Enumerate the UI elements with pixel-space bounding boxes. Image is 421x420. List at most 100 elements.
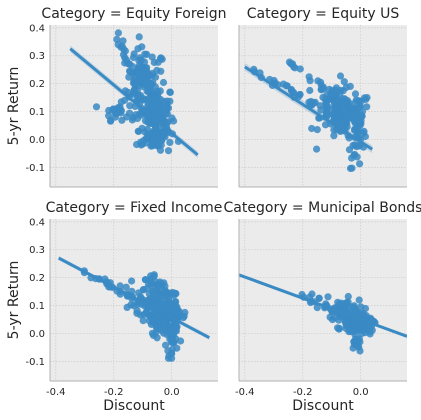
plot-area	[239, 219, 407, 381]
scatter-point	[168, 114, 176, 122]
y-tick-label: 0.4	[29, 217, 45, 228]
scatter-point	[356, 120, 364, 128]
scatter-point	[148, 129, 157, 137]
scatter-point	[133, 140, 141, 149]
scatter-point	[175, 310, 183, 318]
x-tick-label: -0.4	[46, 387, 66, 398]
scatter-point	[324, 293, 332, 301]
scatter-point	[167, 307, 175, 315]
scatter-point	[360, 127, 368, 135]
scatter-point	[287, 86, 295, 95]
scatter-point	[316, 102, 324, 110]
scatter-point	[310, 99, 318, 107]
scatter-point	[137, 63, 145, 71]
regression-line	[239, 273, 407, 338]
scatter-point	[146, 105, 154, 114]
scatter-point	[140, 311, 148, 319]
scatter-point	[172, 303, 180, 311]
y-tick-label: 0.3	[29, 245, 45, 256]
scatter-point	[131, 80, 139, 89]
y-tick-label: -0.1	[25, 357, 45, 368]
scatter-point	[350, 302, 358, 310]
scatter-point	[341, 99, 349, 107]
scatter-point	[157, 280, 165, 288]
scatter-point	[366, 330, 374, 338]
scatter-point	[135, 33, 143, 41]
scatter-point	[157, 67, 165, 75]
scatter-point	[158, 326, 166, 335]
scatter-point	[317, 85, 325, 94]
y-tick-label: 0.3	[29, 51, 45, 62]
scatter-point	[159, 78, 168, 87]
scatter-point	[336, 72, 345, 80]
scatter-point	[356, 160, 364, 168]
scatter-point	[157, 128, 165, 136]
scatter-point	[168, 345, 176, 353]
scatter-point	[148, 53, 156, 61]
panel-title: Category = Equity Foreign	[41, 6, 226, 22]
scatter-point	[118, 42, 126, 50]
scatter-points	[92, 29, 182, 155]
scatter-point	[308, 124, 316, 133]
y-axis-label-bottom: 5-yr Return	[6, 261, 22, 340]
scatter-point	[132, 111, 140, 119]
scatter-point	[127, 301, 135, 309]
scatter-point	[148, 280, 156, 288]
x-tick-label: 0.0	[164, 387, 180, 398]
regression-line	[69, 47, 199, 157]
scatter-point	[356, 102, 364, 110]
x-axis-label-right: Discount	[292, 398, 354, 414]
scatter-point	[348, 164, 356, 172]
scatter-point	[119, 37, 127, 45]
facet-panel-2: Category = Equity US	[238, 6, 407, 188]
scatter-point	[166, 88, 174, 96]
scatter-point	[342, 83, 350, 92]
scatter-point	[166, 323, 174, 331]
scatter-point	[330, 132, 338, 140]
scatter-point	[164, 147, 173, 155]
y-tick-label: 0.1	[29, 301, 45, 312]
scatter-point	[353, 337, 361, 345]
scatter-point	[107, 117, 115, 125]
scatter-point	[126, 102, 134, 110]
scatter-point	[315, 294, 323, 302]
scatter-point	[113, 35, 121, 44]
scatter-point	[290, 63, 298, 71]
scatter-point	[335, 325, 343, 333]
y-tick-label: 0.4	[29, 23, 45, 34]
scatter-point	[143, 87, 151, 95]
scatter-point	[169, 288, 177, 297]
y-tick-label: -0.1	[25, 163, 45, 174]
y-tick-label: 0.0	[29, 135, 45, 146]
scatter-point	[92, 103, 101, 111]
scatter-point	[128, 116, 136, 124]
facet-panel-4: -0.4 -0.2 0.0 Category = Municipal Bonds	[224, 200, 421, 398]
scatter-point	[323, 107, 331, 115]
scatter-point	[155, 142, 163, 150]
scatter-point	[172, 298, 180, 306]
scatter-point	[366, 325, 374, 333]
scatter-point	[150, 272, 158, 280]
scatter-point	[171, 327, 179, 335]
scatter-point	[350, 126, 359, 134]
scatter-point	[152, 123, 160, 131]
scatter-point	[363, 103, 371, 111]
scatter-point	[351, 114, 359, 122]
y-tick-label: 0.2	[29, 79, 45, 90]
scatter-point	[355, 296, 363, 304]
scatter-point	[117, 98, 125, 106]
scatter-point	[157, 110, 165, 118]
scatter-point	[305, 73, 313, 81]
scatter-point	[345, 111, 353, 119]
scatter-point	[348, 104, 356, 113]
scatter-point	[313, 304, 321, 312]
regression-line	[57, 256, 211, 340]
x-tick-label: -0.2	[293, 387, 313, 398]
scatter-point	[313, 145, 321, 153]
scatter-point	[109, 105, 117, 113]
scatter-point	[153, 96, 161, 104]
scatter-point	[124, 59, 132, 67]
x-tick-label: 0.0	[353, 387, 369, 398]
